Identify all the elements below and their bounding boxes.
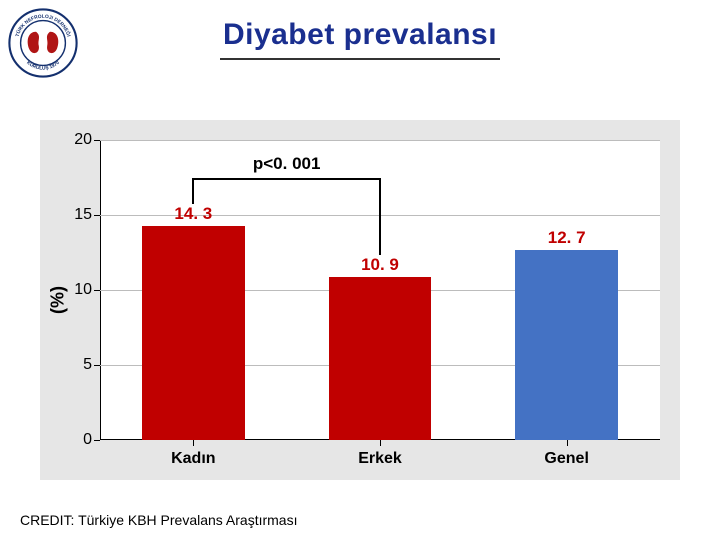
y-tick-label: 5 [42,356,92,374]
x-category-label: Genel [473,450,660,468]
bar-value-label: 14. 3 [142,204,245,224]
x-tick-mark [193,440,194,446]
x-category-label: Erkek [287,450,474,468]
y-tick-mark [94,140,100,141]
y-tick-mark [94,365,100,366]
p-bracket-leg [379,178,381,255]
bar: 10. 9 [329,277,432,441]
p-value-annotation: p<0. 001 [247,154,327,174]
y-tick-mark [94,440,100,441]
y-tick-label: 0 [42,431,92,449]
y-tick-mark [94,290,100,291]
bar: 12. 7 [515,250,618,441]
p-bracket-leg [192,178,194,204]
x-tick-mark [567,440,568,446]
y-tick-mark [94,215,100,216]
y-tick-label: 15 [42,206,92,224]
x-tick-mark [380,440,381,446]
y-tick-label: 10 [42,281,92,299]
bar: 14. 3 [142,226,245,441]
title-underline [220,58,500,60]
credit-line: CREDIT: Türkiye KBH Prevalans Araştırmas… [20,512,297,528]
y-tick-label: 20 [42,131,92,149]
chart-plot: 0510152014. 3Kadın10. 9Erkek12. 7Genelp<… [100,140,660,440]
x-category-label: Kadın [100,450,287,468]
bar-value-label: 12. 7 [515,228,618,248]
chart-panel: (%) 0510152014. 3Kadın10. 9Erkek12. 7Gen… [40,120,680,480]
grid-line [100,140,660,141]
page-title: Diyabet prevalansı [0,18,720,52]
p-bracket [193,178,380,180]
bar-value-label: 10. 9 [329,255,432,275]
